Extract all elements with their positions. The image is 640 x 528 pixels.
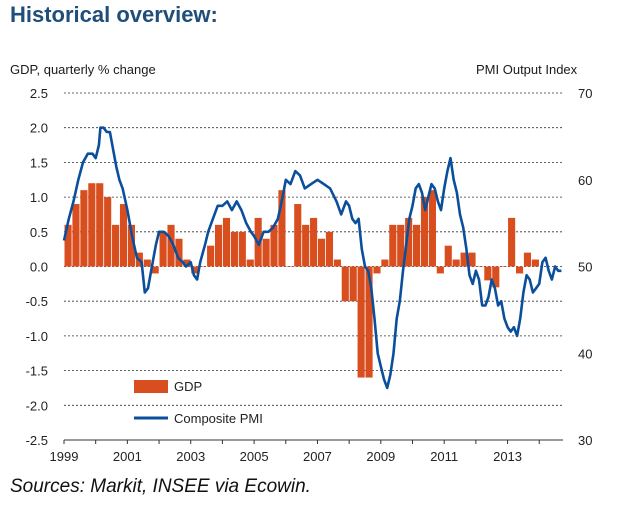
- gdp-bar: [88, 183, 96, 267]
- y-left-tick-label: -2.5: [26, 433, 48, 448]
- gdp-bar: [286, 266, 294, 267]
- y-left-tick-label: 1.0: [30, 190, 48, 205]
- gdp-bar: [294, 204, 302, 267]
- gdp-bars: [64, 183, 539, 378]
- gdp-bar: [143, 259, 151, 267]
- right-axis-title: PMI Output Index: [476, 62, 578, 77]
- y-left-tick-label: 1.5: [30, 155, 48, 170]
- gdp-bar: [357, 266, 365, 378]
- gdp-bar: [222, 217, 231, 267]
- gdp-bar: [413, 224, 421, 267]
- gdp-bar: [127, 224, 135, 267]
- x-tick-label: 2007: [303, 449, 332, 464]
- gdp-bar: [207, 245, 215, 267]
- gdp-bar: [214, 224, 223, 267]
- gdp-bar: [508, 217, 516, 267]
- gdp-bar: [405, 217, 413, 267]
- y-right-tick-label: 70: [578, 86, 592, 101]
- y-right-tick-label: 40: [578, 346, 592, 361]
- gdp-bar: [104, 197, 112, 267]
- gdp-bar: [191, 266, 199, 274]
- pmi-line: [62, 126, 562, 390]
- gdp-bar: [183, 259, 191, 267]
- y-left-tick-label: 0.5: [30, 225, 48, 240]
- gdp-bar: [341, 266, 349, 302]
- gdp-bar: [333, 259, 341, 267]
- gdp-bar: [112, 224, 120, 267]
- gdp-bar: [262, 238, 270, 267]
- gdp-bar: [468, 252, 476, 267]
- gdp-bar: [302, 224, 310, 267]
- gdp-bar: [72, 204, 80, 267]
- pmi-line-group: [62, 126, 562, 390]
- y-left-tick-label: -1.5: [26, 364, 48, 379]
- source-note: Sources: Markit, INSEE via Ecowin.: [10, 476, 311, 497]
- legend-gdp-swatch: [134, 380, 168, 393]
- y-left-tick-label: 2.0: [30, 121, 48, 136]
- gdp-bar: [500, 266, 508, 267]
- gdp-bar: [389, 224, 397, 267]
- gdp-bar: [325, 231, 334, 267]
- page-title: Historical overview:: [10, 2, 218, 27]
- gdp-pmi-chart: 2.5 2.0 1.5 1.0 0.5 0.0 -0.5 -1.0 -1.5 -2.0 -2.5 70…: [26, 86, 593, 464]
- gdp-bar: [436, 266, 444, 274]
- x-tick-label: 2013: [493, 449, 522, 464]
- gdp-bar: [310, 217, 318, 267]
- gdp-bar: [159, 231, 167, 267]
- y-left-tick-label: 2.5: [30, 86, 48, 101]
- gdp-bar: [397, 224, 405, 267]
- y-left-tick-label: -2.0: [26, 398, 48, 413]
- gdp-bar: [452, 259, 460, 267]
- x-tick-label: 2011: [430, 449, 458, 464]
- legend: GDP Composite PMI: [134, 379, 263, 426]
- gdp-bar: [278, 190, 286, 267]
- y-left-tick-label: -0.5: [26, 294, 48, 309]
- gdp-bar: [476, 266, 484, 267]
- gdp-bar: [317, 238, 326, 267]
- gdp-bar: [381, 259, 389, 267]
- gdp-bar: [80, 190, 88, 267]
- x-tick-label: 2001: [113, 449, 142, 464]
- gdp-bar: [523, 252, 532, 267]
- gdp-bar: [238, 231, 246, 267]
- gdp-bar: [428, 190, 436, 267]
- gdp-bar: [64, 224, 72, 267]
- gdp-bar: [230, 231, 238, 267]
- y-right-tick-label: 60: [578, 173, 592, 188]
- x-tick-label: 2005: [240, 449, 269, 464]
- legend-gdp-label: GDP: [174, 379, 202, 394]
- gdp-bar: [444, 245, 452, 267]
- gdp-bar: [151, 266, 159, 274]
- axis-labels: 2.5 2.0 1.5 1.0 0.5 0.0 -0.5 -1.0 -1.5 -2.0 -2.5 70…: [26, 86, 593, 464]
- gdp-bar: [492, 266, 500, 288]
- gdp-bar: [167, 224, 175, 267]
- gdp-bar: [96, 183, 104, 267]
- gdp-bar: [349, 266, 357, 302]
- y-left-tick-label: 0.0: [30, 260, 48, 275]
- x-tick-label: 2009: [366, 449, 395, 464]
- y-left-tick-label: -1.0: [26, 329, 48, 344]
- gdp-bar: [175, 238, 183, 267]
- gdp-bar: [119, 204, 128, 267]
- gdp-bar: [199, 266, 207, 267]
- gdp-bar: [531, 259, 539, 267]
- x-tick-label: 1999: [50, 449, 79, 464]
- y-right-tick-label: 50: [578, 260, 592, 275]
- x-tick-label: 2003: [176, 449, 205, 464]
- legend-pmi-label: Composite PMI: [174, 411, 263, 426]
- left-axis-title: GDP, quarterly % change: [10, 62, 156, 77]
- gdp-bar: [270, 224, 278, 267]
- gdp-bar: [246, 259, 254, 267]
- gdp-bar: [365, 266, 373, 378]
- gdp-bar: [373, 266, 381, 274]
- y-right-tick-label: 30: [578, 433, 592, 448]
- gdp-bar: [420, 197, 429, 267]
- gdp-bar: [484, 266, 492, 281]
- gdp-bar: [460, 252, 468, 267]
- gdp-bar: [515, 266, 524, 274]
